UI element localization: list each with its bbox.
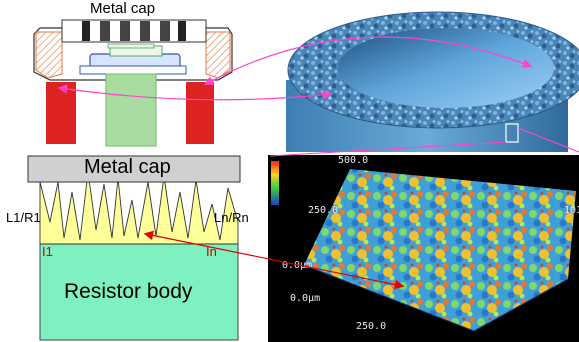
right-contact-label: Ln/Rn (214, 210, 249, 225)
schematic-cap-label: Metal cap (84, 156, 171, 178)
cap-cross-section-panel: Metal cap (0, 0, 265, 150)
scan-tick-right: 101 (564, 205, 579, 216)
scan-tick-origin-y: 0.0μm (282, 260, 313, 271)
tube-render (268, 0, 579, 152)
resistor-body-label: Resistor body (64, 280, 193, 303)
right-current-label: In (206, 244, 217, 259)
surface-scan-panel: 500.0 250.0 0.0μm 0.0μm 250.0 101 (268, 155, 579, 342)
scan-tick-mid-left: 250.0 (308, 205, 339, 216)
cap-drawing-title: Metal cap (90, 0, 156, 17)
contact-schematic-panel: Metal cap L1/R1 Ln/Rn I1 In Resistor bod… (0, 152, 265, 342)
surface-scan-plot (268, 155, 579, 342)
contact-schematic (27, 155, 241, 341)
cap-cross-section-drawing (33, 19, 233, 147)
left-contact-label: L1/R1 (6, 210, 41, 225)
scan-tick-bottom: 250.0 (356, 321, 387, 332)
scan-tick-origin-x: 0.0μm (290, 293, 321, 304)
scan-tick-top: 500.0 (338, 155, 369, 166)
left-current-label: I1 (42, 244, 53, 259)
tube-render-panel (268, 0, 579, 152)
